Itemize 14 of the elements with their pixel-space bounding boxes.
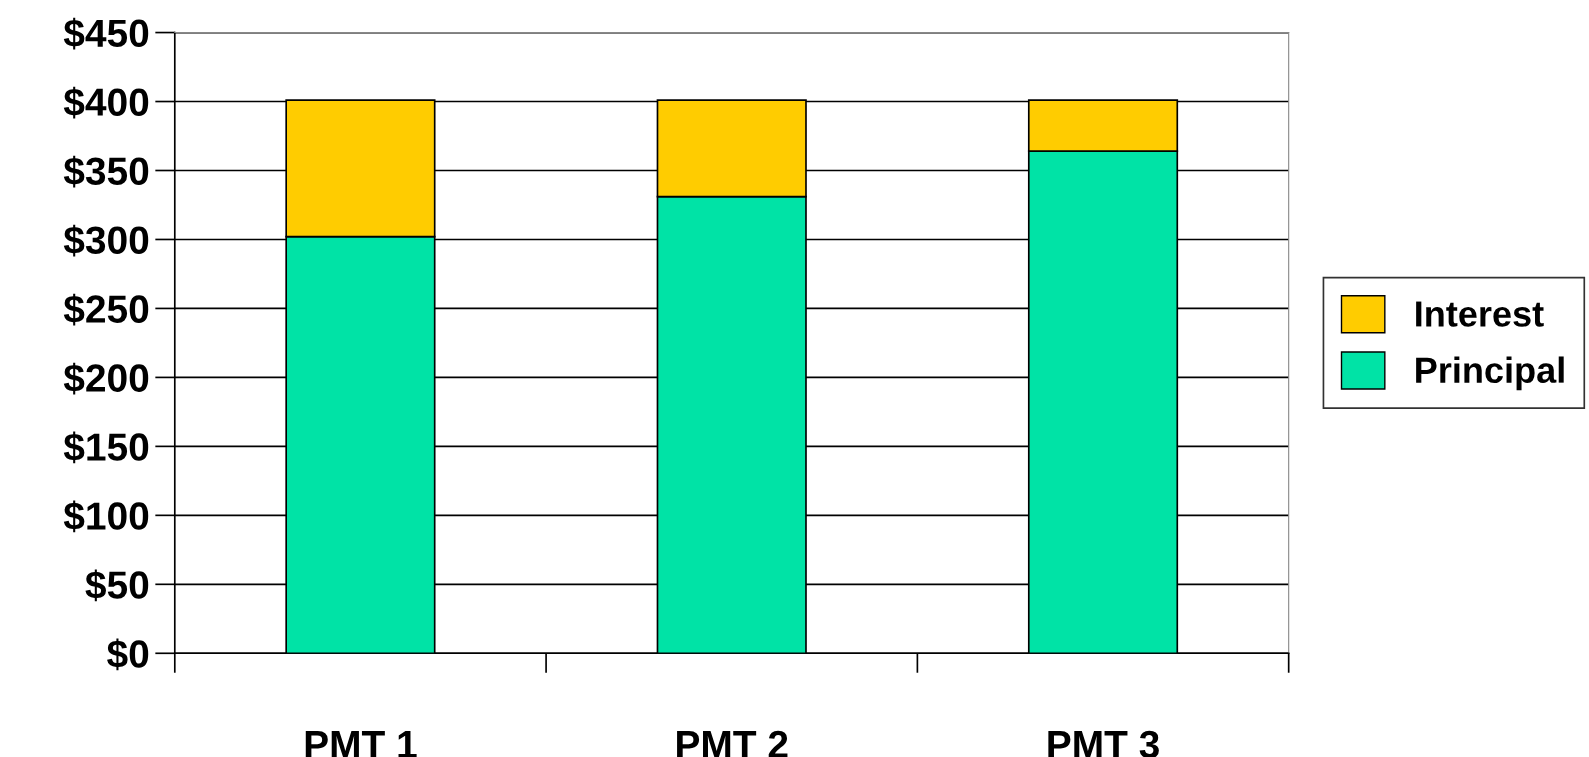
y-tick-label: $300 <box>63 224 149 257</box>
legend-label: Principal <box>1416 356 1564 391</box>
legend-label: Interest <box>1416 301 1544 327</box>
y-tick-label: $200 <box>63 362 149 395</box>
x-tick-label: PMT 2 <box>677 730 788 757</box>
y-tick-label: $50 <box>85 569 149 602</box>
y-tick-label: $350 <box>63 155 149 188</box>
y-tick-label: $400 <box>63 86 149 119</box>
y-tick-label: $100 <box>63 500 149 533</box>
y-tick-label: $450 <box>63 17 149 50</box>
x-tick-label: PMT 1 <box>305 731 417 757</box>
y-tick-label: $0 <box>107 638 149 671</box>
y-tick-label: $250 <box>63 293 149 326</box>
y-tick-label: $150 <box>63 431 149 464</box>
